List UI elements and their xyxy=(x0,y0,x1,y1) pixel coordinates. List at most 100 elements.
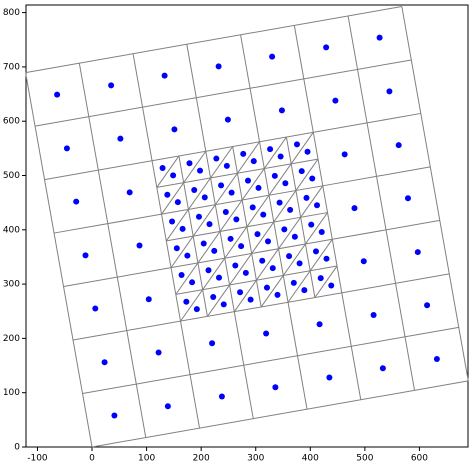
point xyxy=(328,282,335,289)
point xyxy=(276,199,283,206)
point xyxy=(298,168,305,175)
mesh-line xyxy=(180,132,314,322)
point xyxy=(218,182,225,189)
point xyxy=(255,184,262,191)
point xyxy=(169,218,176,225)
point xyxy=(386,88,393,95)
point xyxy=(312,248,319,255)
point xyxy=(101,359,108,366)
point xyxy=(259,257,266,264)
point xyxy=(205,267,212,274)
mesh-line xyxy=(161,150,207,215)
point xyxy=(323,44,330,51)
point xyxy=(317,275,324,282)
mesh-line xyxy=(165,146,234,242)
mesh-line xyxy=(207,158,319,317)
x-tick-label: 600 xyxy=(411,454,428,464)
mesh-line xyxy=(82,326,459,395)
x-tick-label: 300 xyxy=(247,454,264,464)
y-tick-label: 500 xyxy=(3,171,20,181)
point xyxy=(304,148,311,155)
y-tick-label: 600 xyxy=(3,117,20,127)
mesh-line xyxy=(287,302,308,410)
point xyxy=(183,298,190,305)
point xyxy=(308,221,315,228)
point xyxy=(282,180,289,187)
point xyxy=(155,349,162,356)
point xyxy=(250,158,257,165)
point xyxy=(424,302,431,309)
point xyxy=(293,141,300,148)
mesh-line xyxy=(401,6,469,381)
point xyxy=(244,177,251,184)
point xyxy=(341,151,348,158)
mesh-line xyxy=(34,59,412,127)
point xyxy=(171,126,178,133)
plot-frame xyxy=(25,4,469,448)
mesh-line xyxy=(287,239,333,303)
point xyxy=(291,233,298,240)
point xyxy=(145,296,152,303)
point xyxy=(170,172,177,179)
y-tick-label: 800 xyxy=(3,8,20,18)
point xyxy=(314,202,321,209)
point xyxy=(179,225,186,232)
point xyxy=(159,165,166,172)
point xyxy=(210,294,217,301)
point xyxy=(247,296,254,303)
point xyxy=(54,91,61,98)
point xyxy=(117,135,124,142)
y-tick-label: 400 xyxy=(3,225,20,235)
point xyxy=(309,175,316,182)
mesh-line xyxy=(91,380,469,448)
point xyxy=(209,340,216,347)
point xyxy=(193,306,200,313)
point xyxy=(82,252,89,259)
point xyxy=(260,211,267,218)
mesh-line xyxy=(186,44,207,152)
point xyxy=(265,238,272,245)
point xyxy=(263,284,270,291)
point xyxy=(303,194,310,201)
point xyxy=(237,289,244,296)
point xyxy=(184,252,191,259)
point xyxy=(161,72,168,79)
point xyxy=(216,274,223,281)
point xyxy=(164,403,171,410)
x-tick-label: 400 xyxy=(302,454,319,464)
point xyxy=(73,198,80,205)
y-tick-label: 700 xyxy=(3,62,20,72)
point xyxy=(223,162,230,169)
point xyxy=(197,167,204,174)
point xyxy=(287,206,294,213)
mesh-line xyxy=(240,34,261,142)
y-tick-label: 0 xyxy=(14,443,20,453)
mesh-line xyxy=(314,265,338,298)
point xyxy=(278,107,285,114)
point xyxy=(173,245,180,252)
point xyxy=(227,235,234,242)
point xyxy=(316,321,323,328)
point xyxy=(370,312,377,319)
point xyxy=(174,199,181,206)
point xyxy=(395,142,402,149)
x-tick-label: 500 xyxy=(356,454,373,464)
mesh-line xyxy=(25,72,93,448)
mesh-line xyxy=(260,212,328,308)
point xyxy=(271,172,278,179)
y-tick-label: 100 xyxy=(3,388,20,398)
mesh-line xyxy=(347,15,416,391)
point xyxy=(224,116,231,123)
point xyxy=(206,221,213,228)
point xyxy=(254,231,261,238)
point xyxy=(376,34,383,41)
point xyxy=(178,271,185,278)
point xyxy=(222,209,229,216)
point xyxy=(433,356,440,363)
point xyxy=(92,305,99,312)
mesh-line xyxy=(25,5,402,74)
point xyxy=(218,393,225,400)
mesh-line xyxy=(156,155,180,188)
point xyxy=(232,262,239,269)
